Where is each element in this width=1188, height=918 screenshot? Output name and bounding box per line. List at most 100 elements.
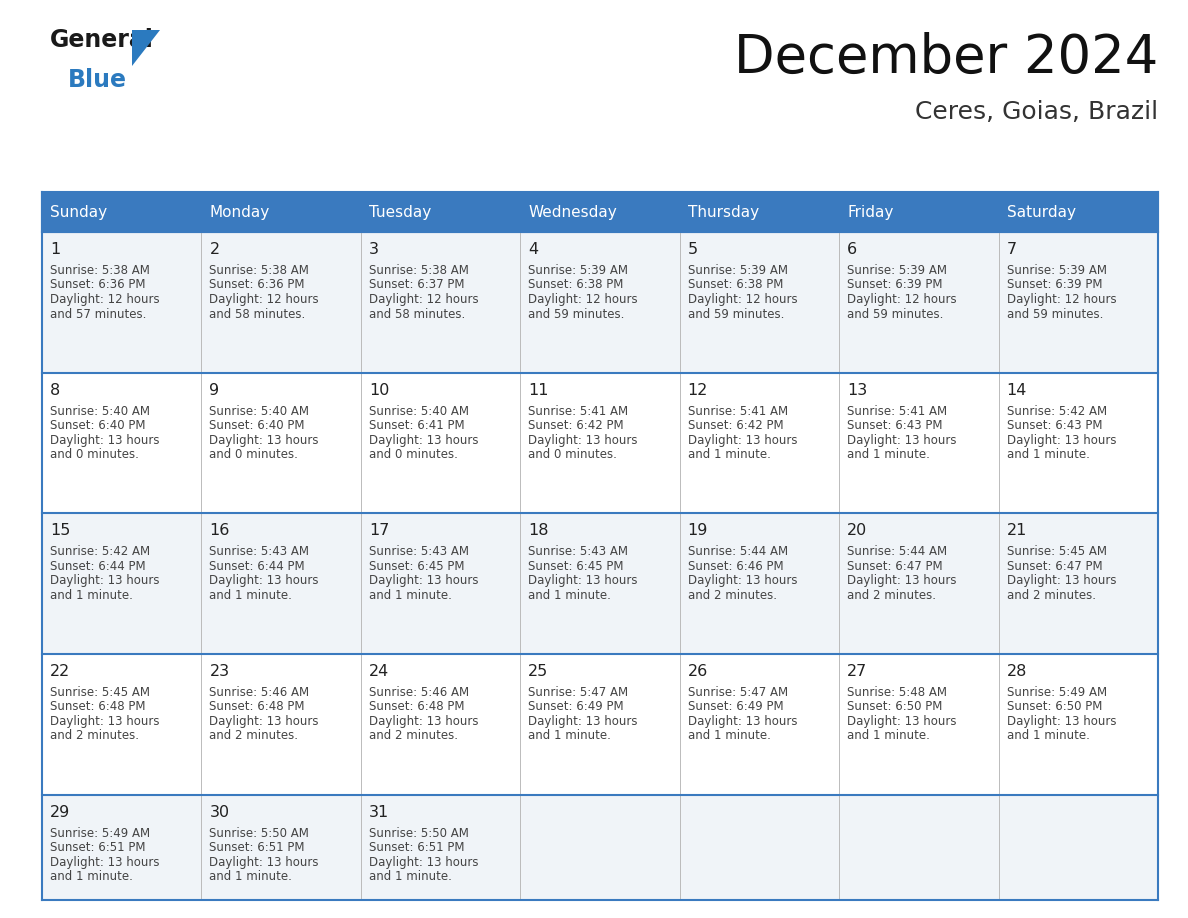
Text: Sunrise: 5:46 AM: Sunrise: 5:46 AM xyxy=(209,686,310,699)
Text: and 59 minutes.: and 59 minutes. xyxy=(688,308,784,320)
Text: Sunrise: 5:42 AM: Sunrise: 5:42 AM xyxy=(1006,405,1107,418)
Text: Daylight: 13 hours: Daylight: 13 hours xyxy=(847,715,956,728)
Text: December 2024: December 2024 xyxy=(734,32,1158,84)
Text: Daylight: 13 hours: Daylight: 13 hours xyxy=(50,433,159,447)
Text: and 1 minute.: and 1 minute. xyxy=(847,448,930,461)
Text: Daylight: 13 hours: Daylight: 13 hours xyxy=(209,575,318,588)
Text: and 2 minutes.: and 2 minutes. xyxy=(688,588,777,602)
Text: 3: 3 xyxy=(368,242,379,257)
Text: Sunset: 6:38 PM: Sunset: 6:38 PM xyxy=(529,278,624,292)
Text: Sunset: 6:49 PM: Sunset: 6:49 PM xyxy=(688,700,783,713)
Text: Monday: Monday xyxy=(209,205,270,219)
Text: Sunset: 6:43 PM: Sunset: 6:43 PM xyxy=(1006,420,1102,432)
Text: and 58 minutes.: and 58 minutes. xyxy=(209,308,305,320)
Bar xyxy=(42,373,1158,513)
Text: Daylight: 12 hours: Daylight: 12 hours xyxy=(50,293,159,306)
Text: and 2 minutes.: and 2 minutes. xyxy=(847,588,936,602)
Text: Sunrise: 5:40 AM: Sunrise: 5:40 AM xyxy=(50,405,150,418)
Text: Sunset: 6:39 PM: Sunset: 6:39 PM xyxy=(1006,278,1102,292)
Text: Sunset: 6:48 PM: Sunset: 6:48 PM xyxy=(209,700,305,713)
Text: Sunrise: 5:40 AM: Sunrise: 5:40 AM xyxy=(368,405,469,418)
Text: 20: 20 xyxy=(847,523,867,538)
Text: Sunset: 6:50 PM: Sunset: 6:50 PM xyxy=(847,700,942,713)
Text: Daylight: 12 hours: Daylight: 12 hours xyxy=(368,293,479,306)
Bar xyxy=(42,232,1158,373)
Bar xyxy=(202,192,361,232)
Text: 2: 2 xyxy=(209,242,220,257)
Text: Sunset: 6:51 PM: Sunset: 6:51 PM xyxy=(209,841,305,854)
Bar xyxy=(839,192,999,232)
Text: General: General xyxy=(50,28,154,52)
Text: Sunset: 6:38 PM: Sunset: 6:38 PM xyxy=(688,278,783,292)
Text: and 1 minute.: and 1 minute. xyxy=(368,870,451,883)
Text: Sunrise: 5:49 AM: Sunrise: 5:49 AM xyxy=(1006,686,1107,699)
Text: Sunset: 6:40 PM: Sunset: 6:40 PM xyxy=(209,420,305,432)
Bar xyxy=(361,192,520,232)
Text: Daylight: 13 hours: Daylight: 13 hours xyxy=(688,575,797,588)
Text: Sunset: 6:40 PM: Sunset: 6:40 PM xyxy=(50,420,145,432)
Text: and 0 minutes.: and 0 minutes. xyxy=(368,448,457,461)
Text: and 0 minutes.: and 0 minutes. xyxy=(50,448,139,461)
Text: Daylight: 13 hours: Daylight: 13 hours xyxy=(368,856,479,868)
Text: and 2 minutes.: and 2 minutes. xyxy=(368,730,457,743)
Text: Sunrise: 5:45 AM: Sunrise: 5:45 AM xyxy=(1006,545,1106,558)
Text: Sunset: 6:42 PM: Sunset: 6:42 PM xyxy=(529,420,624,432)
Text: Daylight: 13 hours: Daylight: 13 hours xyxy=(50,856,159,868)
Text: Sunset: 6:44 PM: Sunset: 6:44 PM xyxy=(50,560,146,573)
Text: Sunrise: 5:43 AM: Sunrise: 5:43 AM xyxy=(209,545,309,558)
Text: 30: 30 xyxy=(209,804,229,820)
Text: Sunset: 6:45 PM: Sunset: 6:45 PM xyxy=(529,560,624,573)
Text: and 1 minute.: and 1 minute. xyxy=(1006,730,1089,743)
Text: Friday: Friday xyxy=(847,205,893,219)
Text: Sunrise: 5:41 AM: Sunrise: 5:41 AM xyxy=(688,405,788,418)
Text: 4: 4 xyxy=(529,242,538,257)
Text: Daylight: 12 hours: Daylight: 12 hours xyxy=(529,293,638,306)
Text: 19: 19 xyxy=(688,523,708,538)
Bar xyxy=(42,192,1158,232)
Text: 13: 13 xyxy=(847,383,867,397)
Bar xyxy=(999,192,1158,232)
Text: Sunset: 6:42 PM: Sunset: 6:42 PM xyxy=(688,420,783,432)
Text: Sunset: 6:47 PM: Sunset: 6:47 PM xyxy=(847,560,943,573)
Text: Sunrise: 5:43 AM: Sunrise: 5:43 AM xyxy=(529,545,628,558)
Text: Sunrise: 5:39 AM: Sunrise: 5:39 AM xyxy=(1006,264,1106,277)
Text: Daylight: 13 hours: Daylight: 13 hours xyxy=(368,433,479,447)
Text: 24: 24 xyxy=(368,664,390,679)
Text: Daylight: 12 hours: Daylight: 12 hours xyxy=(209,293,320,306)
Text: Sunset: 6:47 PM: Sunset: 6:47 PM xyxy=(1006,560,1102,573)
Text: Tuesday: Tuesday xyxy=(368,205,431,219)
Text: Sunset: 6:37 PM: Sunset: 6:37 PM xyxy=(368,278,465,292)
Text: Sunrise: 5:41 AM: Sunrise: 5:41 AM xyxy=(847,405,947,418)
Text: 11: 11 xyxy=(529,383,549,397)
Text: and 1 minute.: and 1 minute. xyxy=(529,730,611,743)
Text: and 2 minutes.: and 2 minutes. xyxy=(50,730,139,743)
Text: Sunrise: 5:39 AM: Sunrise: 5:39 AM xyxy=(688,264,788,277)
Bar xyxy=(42,513,1158,654)
Text: Sunrise: 5:44 AM: Sunrise: 5:44 AM xyxy=(847,545,947,558)
Text: 29: 29 xyxy=(50,804,70,820)
Text: Sunrise: 5:48 AM: Sunrise: 5:48 AM xyxy=(847,686,947,699)
Text: Sunrise: 5:44 AM: Sunrise: 5:44 AM xyxy=(688,545,788,558)
Text: 27: 27 xyxy=(847,664,867,679)
Text: Sunrise: 5:47 AM: Sunrise: 5:47 AM xyxy=(688,686,788,699)
Text: Daylight: 13 hours: Daylight: 13 hours xyxy=(529,715,638,728)
Text: and 1 minute.: and 1 minute. xyxy=(529,588,611,602)
Text: 9: 9 xyxy=(209,383,220,397)
Text: 15: 15 xyxy=(50,523,70,538)
Text: Daylight: 13 hours: Daylight: 13 hours xyxy=(50,575,159,588)
Text: 7: 7 xyxy=(1006,242,1017,257)
Text: 16: 16 xyxy=(209,523,229,538)
Text: Daylight: 12 hours: Daylight: 12 hours xyxy=(688,293,797,306)
Text: and 57 minutes.: and 57 minutes. xyxy=(50,308,146,320)
Text: 8: 8 xyxy=(50,383,61,397)
Text: and 0 minutes.: and 0 minutes. xyxy=(209,448,298,461)
Text: Sunrise: 5:40 AM: Sunrise: 5:40 AM xyxy=(209,405,309,418)
Text: Sunrise: 5:39 AM: Sunrise: 5:39 AM xyxy=(847,264,947,277)
Text: Ceres, Goias, Brazil: Ceres, Goias, Brazil xyxy=(915,100,1158,124)
Text: Sunset: 6:41 PM: Sunset: 6:41 PM xyxy=(368,420,465,432)
Text: Daylight: 13 hours: Daylight: 13 hours xyxy=(368,715,479,728)
Text: 18: 18 xyxy=(529,523,549,538)
Text: and 0 minutes.: and 0 minutes. xyxy=(529,448,617,461)
Text: Sunset: 6:43 PM: Sunset: 6:43 PM xyxy=(847,420,942,432)
Text: Sunrise: 5:41 AM: Sunrise: 5:41 AM xyxy=(529,405,628,418)
